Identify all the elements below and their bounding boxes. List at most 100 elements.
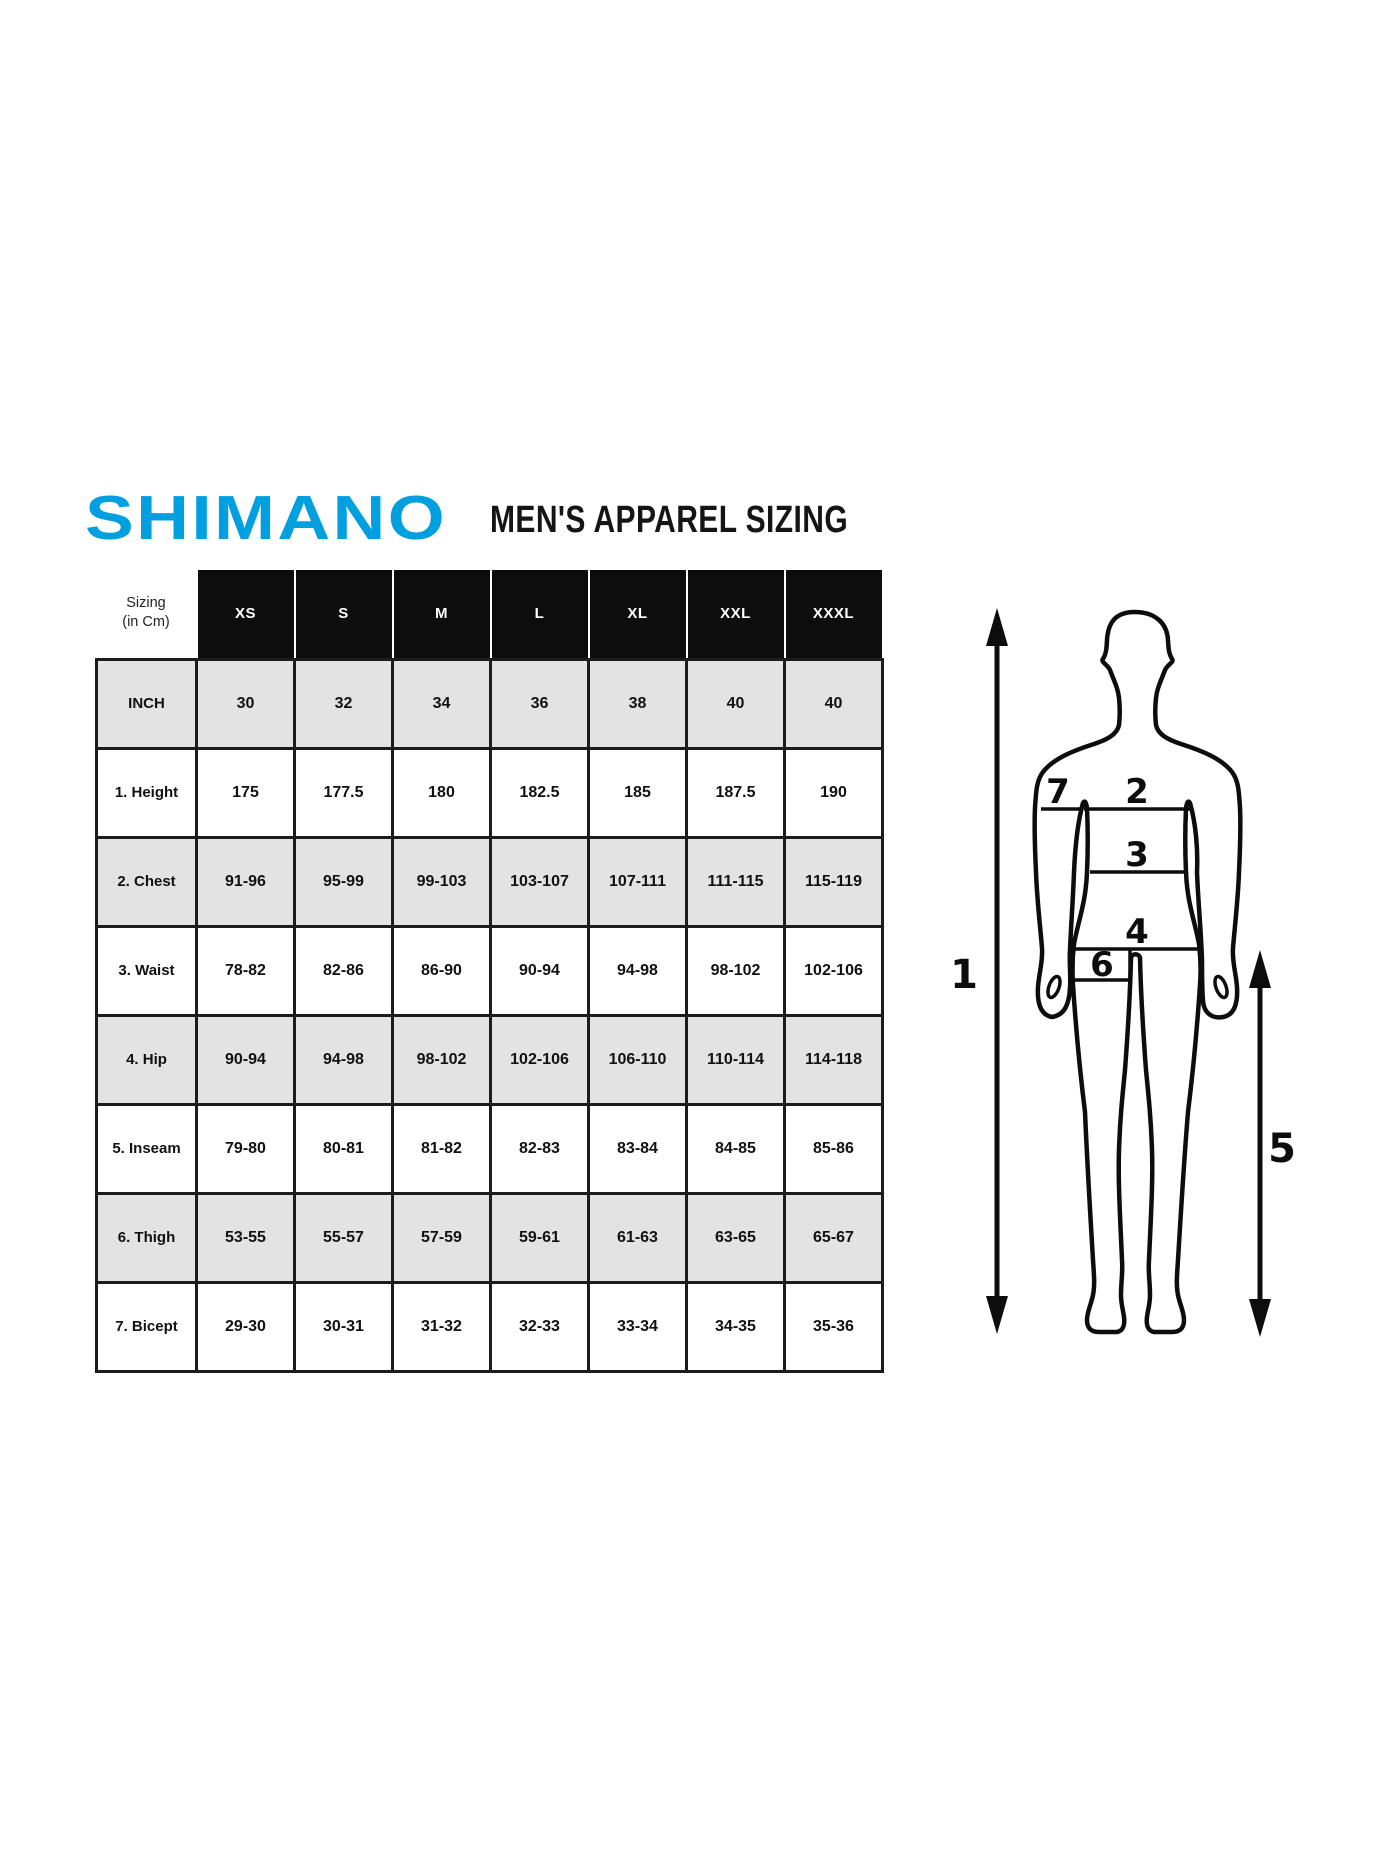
sizing-unit-line1: Sizing — [126, 594, 166, 611]
height-arrow — [986, 608, 1008, 1334]
table-row-chest: 2. Chest 91-96 95-99 99-103 103-107 107-… — [95, 835, 884, 928]
size-value-cell: 61-63 — [587, 1191, 688, 1284]
size-value-cell: 40 — [783, 657, 884, 750]
size-value-cell: 102-106 — [489, 1013, 590, 1106]
size-value-cell: 114-118 — [783, 1013, 884, 1106]
size-header-row: Sizing (in Cm) XS S M L XL XXL XXXL — [96, 568, 884, 660]
size-value-cell: 102-106 — [783, 924, 884, 1017]
size-value-cell: 98-102 — [391, 1013, 492, 1106]
size-value-cell: 180 — [391, 746, 492, 839]
size-column-header-xxl: XXL — [685, 568, 786, 660]
table-row-hip: 4. Hip 90-94 94-98 98-102 102-106 106-11… — [95, 1013, 884, 1106]
size-value-cell: 34-35 — [685, 1280, 786, 1373]
size-value-cell: 106-110 — [587, 1013, 688, 1106]
size-value-cell: 29-30 — [195, 1280, 296, 1373]
size-value-cell: 38 — [587, 657, 688, 750]
table-row-inseam: 5. Inseam 79-80 80-81 81-82 82-83 83-84 … — [95, 1102, 884, 1195]
size-value-cell: 190 — [783, 746, 884, 839]
sizing-unit-label: Sizing (in Cm) — [96, 569, 197, 659]
size-value-cell: 33-34 — [587, 1280, 688, 1373]
size-value-cell: 182.5 — [489, 746, 590, 839]
left-thumb-detail — [1046, 974, 1062, 1000]
size-value-cell: 36 — [489, 657, 590, 750]
bicep-label: 7 — [1046, 772, 1070, 812]
size-value-cell: 98-102 — [685, 924, 786, 1017]
waist-label: 3 — [1125, 835, 1149, 875]
size-value-cell: 57-59 — [391, 1191, 492, 1284]
table-row-waist: 3. Waist 78-82 82-86 86-90 90-94 94-98 9… — [95, 924, 884, 1017]
size-column-header-m: M — [391, 568, 492, 660]
size-column-header-s: S — [293, 568, 394, 660]
size-value-cell: 80-81 — [293, 1102, 394, 1195]
thigh-box — [1071, 949, 1132, 982]
thigh-label: 6 — [1090, 945, 1114, 985]
sizing-unit-line2: (in Cm) — [122, 614, 170, 631]
size-value-cell: 175 — [195, 746, 296, 839]
measurement-row-label: 4. Hip — [95, 1013, 198, 1106]
size-value-cell: 82-86 — [293, 924, 394, 1017]
size-value-cell: 63-65 — [685, 1191, 786, 1284]
measurement-row-label: 2. Chest — [95, 835, 198, 928]
size-value-cell: 35-36 — [783, 1280, 884, 1373]
size-value-cell: 99-103 — [391, 835, 492, 928]
size-value-cell: 31-32 — [391, 1280, 492, 1373]
measurement-row-label: 3. Waist — [95, 924, 198, 1017]
page-title: MEN'S APPAREL SIZING — [490, 499, 849, 541]
size-column-header-xxxl: XXXL — [783, 568, 884, 660]
size-value-cell: 40 — [685, 657, 786, 750]
size-value-cell: 59-61 — [489, 1191, 590, 1284]
size-value-cell: 32-33 — [489, 1280, 590, 1373]
size-value-cell: 185 — [587, 746, 688, 839]
size-column-header-xs: XS — [195, 568, 296, 660]
size-value-cell: 82-83 — [489, 1102, 590, 1195]
inseam-arrow-label: 5 — [1268, 1126, 1296, 1172]
height-arrow-label: 1 — [950, 952, 978, 998]
size-value-cell: 103-107 — [489, 835, 590, 928]
chest-label: 2 — [1125, 772, 1149, 812]
size-value-cell: 65-67 — [783, 1191, 884, 1284]
size-value-cell: 83-84 — [587, 1102, 688, 1195]
size-value-cell: 187.5 — [685, 746, 786, 839]
size-column-header-l: L — [489, 568, 590, 660]
measurement-row-label: 7. Bicept — [95, 1280, 198, 1373]
size-value-cell: 81-82 — [391, 1102, 492, 1195]
size-value-cell: 53-55 — [195, 1191, 296, 1284]
size-value-cell: 34 — [391, 657, 492, 750]
size-value-cell: 86-90 — [391, 924, 492, 1017]
size-value-cell: 90-94 — [489, 924, 590, 1017]
body-measurement-diagram: 1 5 7 2 3 4 6 — [940, 560, 1360, 1400]
size-value-cell: 91-96 — [195, 835, 296, 928]
shimano-logo: SHIMANO — [85, 484, 448, 553]
size-value-cell: 85-86 — [783, 1102, 884, 1195]
sizing-table: Sizing (in Cm) XS S M L XL XXL XXXL INCH… — [95, 568, 884, 1373]
size-value-cell: 32 — [293, 657, 394, 750]
size-value-cell: 177.5 — [293, 746, 394, 839]
size-value-cell: 110-114 — [685, 1013, 786, 1106]
measurement-row-label: 5. Inseam — [95, 1102, 198, 1195]
measurement-row-label: 6. Thigh — [95, 1191, 198, 1284]
size-value-cell: 111-115 — [685, 835, 786, 928]
size-value-cell: 90-94 — [195, 1013, 296, 1106]
size-value-cell: 78-82 — [195, 924, 296, 1017]
size-column-header-xl: XL — [587, 568, 688, 660]
size-value-cell: 94-98 — [587, 924, 688, 1017]
size-value-cell: 95-99 — [293, 835, 394, 928]
size-value-cell: 94-98 — [293, 1013, 394, 1106]
table-row-bicept: 7. Bicept 29-30 30-31 31-32 32-33 33-34 … — [95, 1280, 884, 1373]
right-thumb-detail — [1213, 974, 1229, 1000]
table-row-inch: INCH 30 32 34 36 38 40 40 — [95, 657, 884, 750]
size-value-cell: 30 — [195, 657, 296, 750]
size-value-cell: 84-85 — [685, 1102, 786, 1195]
body-silhouette — [1032, 609, 1243, 1335]
measurement-row-label: INCH — [95, 657, 198, 750]
inseam-arrow — [1249, 950, 1271, 1337]
size-value-cell: 30-31 — [293, 1280, 394, 1373]
size-value-cell: 115-119 — [783, 835, 884, 928]
table-row-thigh: 6. Thigh 53-55 55-57 57-59 59-61 61-63 6… — [95, 1191, 884, 1284]
size-value-cell: 55-57 — [293, 1191, 394, 1284]
size-value-cell: 107-111 — [587, 835, 688, 928]
size-value-cell: 79-80 — [195, 1102, 296, 1195]
hip-label: 4 — [1125, 912, 1149, 952]
measurement-row-label: 1. Height — [95, 746, 198, 839]
